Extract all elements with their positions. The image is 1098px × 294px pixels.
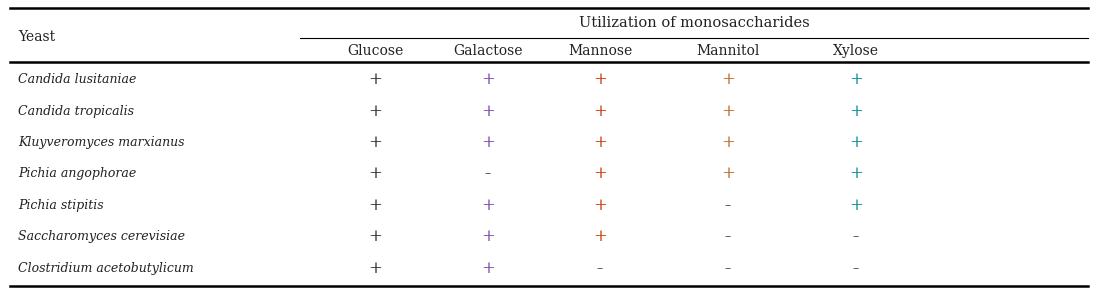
Text: +: +	[481, 197, 495, 214]
Text: +: +	[368, 71, 382, 88]
Text: +: +	[849, 103, 863, 120]
Text: +: +	[721, 134, 735, 151]
Text: Candida tropicalis: Candida tropicalis	[18, 105, 134, 118]
Text: –: –	[485, 168, 491, 181]
Text: +: +	[721, 71, 735, 88]
Text: Saccharomyces cerevisiae: Saccharomyces cerevisiae	[18, 230, 184, 243]
Text: +: +	[593, 134, 607, 151]
Text: +: +	[721, 166, 735, 183]
Text: –: –	[725, 262, 731, 275]
Text: +: +	[481, 103, 495, 120]
Text: +: +	[481, 71, 495, 88]
Text: +: +	[481, 228, 495, 245]
Text: +: +	[593, 228, 607, 245]
Text: +: +	[593, 71, 607, 88]
Text: +: +	[593, 166, 607, 183]
Text: –: –	[853, 230, 859, 243]
Text: Yeast: Yeast	[18, 30, 55, 44]
Text: +: +	[481, 134, 495, 151]
Text: +: +	[368, 260, 382, 277]
Text: +: +	[368, 228, 382, 245]
Text: +: +	[721, 103, 735, 120]
Text: Mannitol: Mannitol	[696, 44, 760, 58]
Text: +: +	[368, 166, 382, 183]
Text: –: –	[597, 262, 603, 275]
Text: Clostridium acetobutylicum: Clostridium acetobutylicum	[18, 262, 193, 275]
Text: Kluyveromyces marxianus: Kluyveromyces marxianus	[18, 136, 184, 149]
Text: –: –	[853, 262, 859, 275]
Text: Galactose: Galactose	[453, 44, 523, 58]
Text: +: +	[368, 103, 382, 120]
Text: +: +	[849, 71, 863, 88]
Text: –: –	[725, 230, 731, 243]
Text: Utilization of monosaccharides: Utilization of monosaccharides	[579, 16, 809, 30]
Text: +: +	[368, 134, 382, 151]
Text: +: +	[481, 260, 495, 277]
Text: +: +	[593, 197, 607, 214]
Text: +: +	[849, 134, 863, 151]
Text: Pichia stipitis: Pichia stipitis	[18, 199, 103, 212]
Text: +: +	[593, 103, 607, 120]
Text: +: +	[849, 197, 863, 214]
Text: Pichia angophorae: Pichia angophorae	[18, 168, 136, 181]
Text: Candida lusitaniae: Candida lusitaniae	[18, 73, 136, 86]
Text: Mannose: Mannose	[568, 44, 632, 58]
Text: +: +	[849, 166, 863, 183]
Text: +: +	[368, 197, 382, 214]
Text: Xylose: Xylose	[833, 44, 879, 58]
Text: –: –	[725, 199, 731, 212]
Text: Glucose: Glucose	[347, 44, 403, 58]
